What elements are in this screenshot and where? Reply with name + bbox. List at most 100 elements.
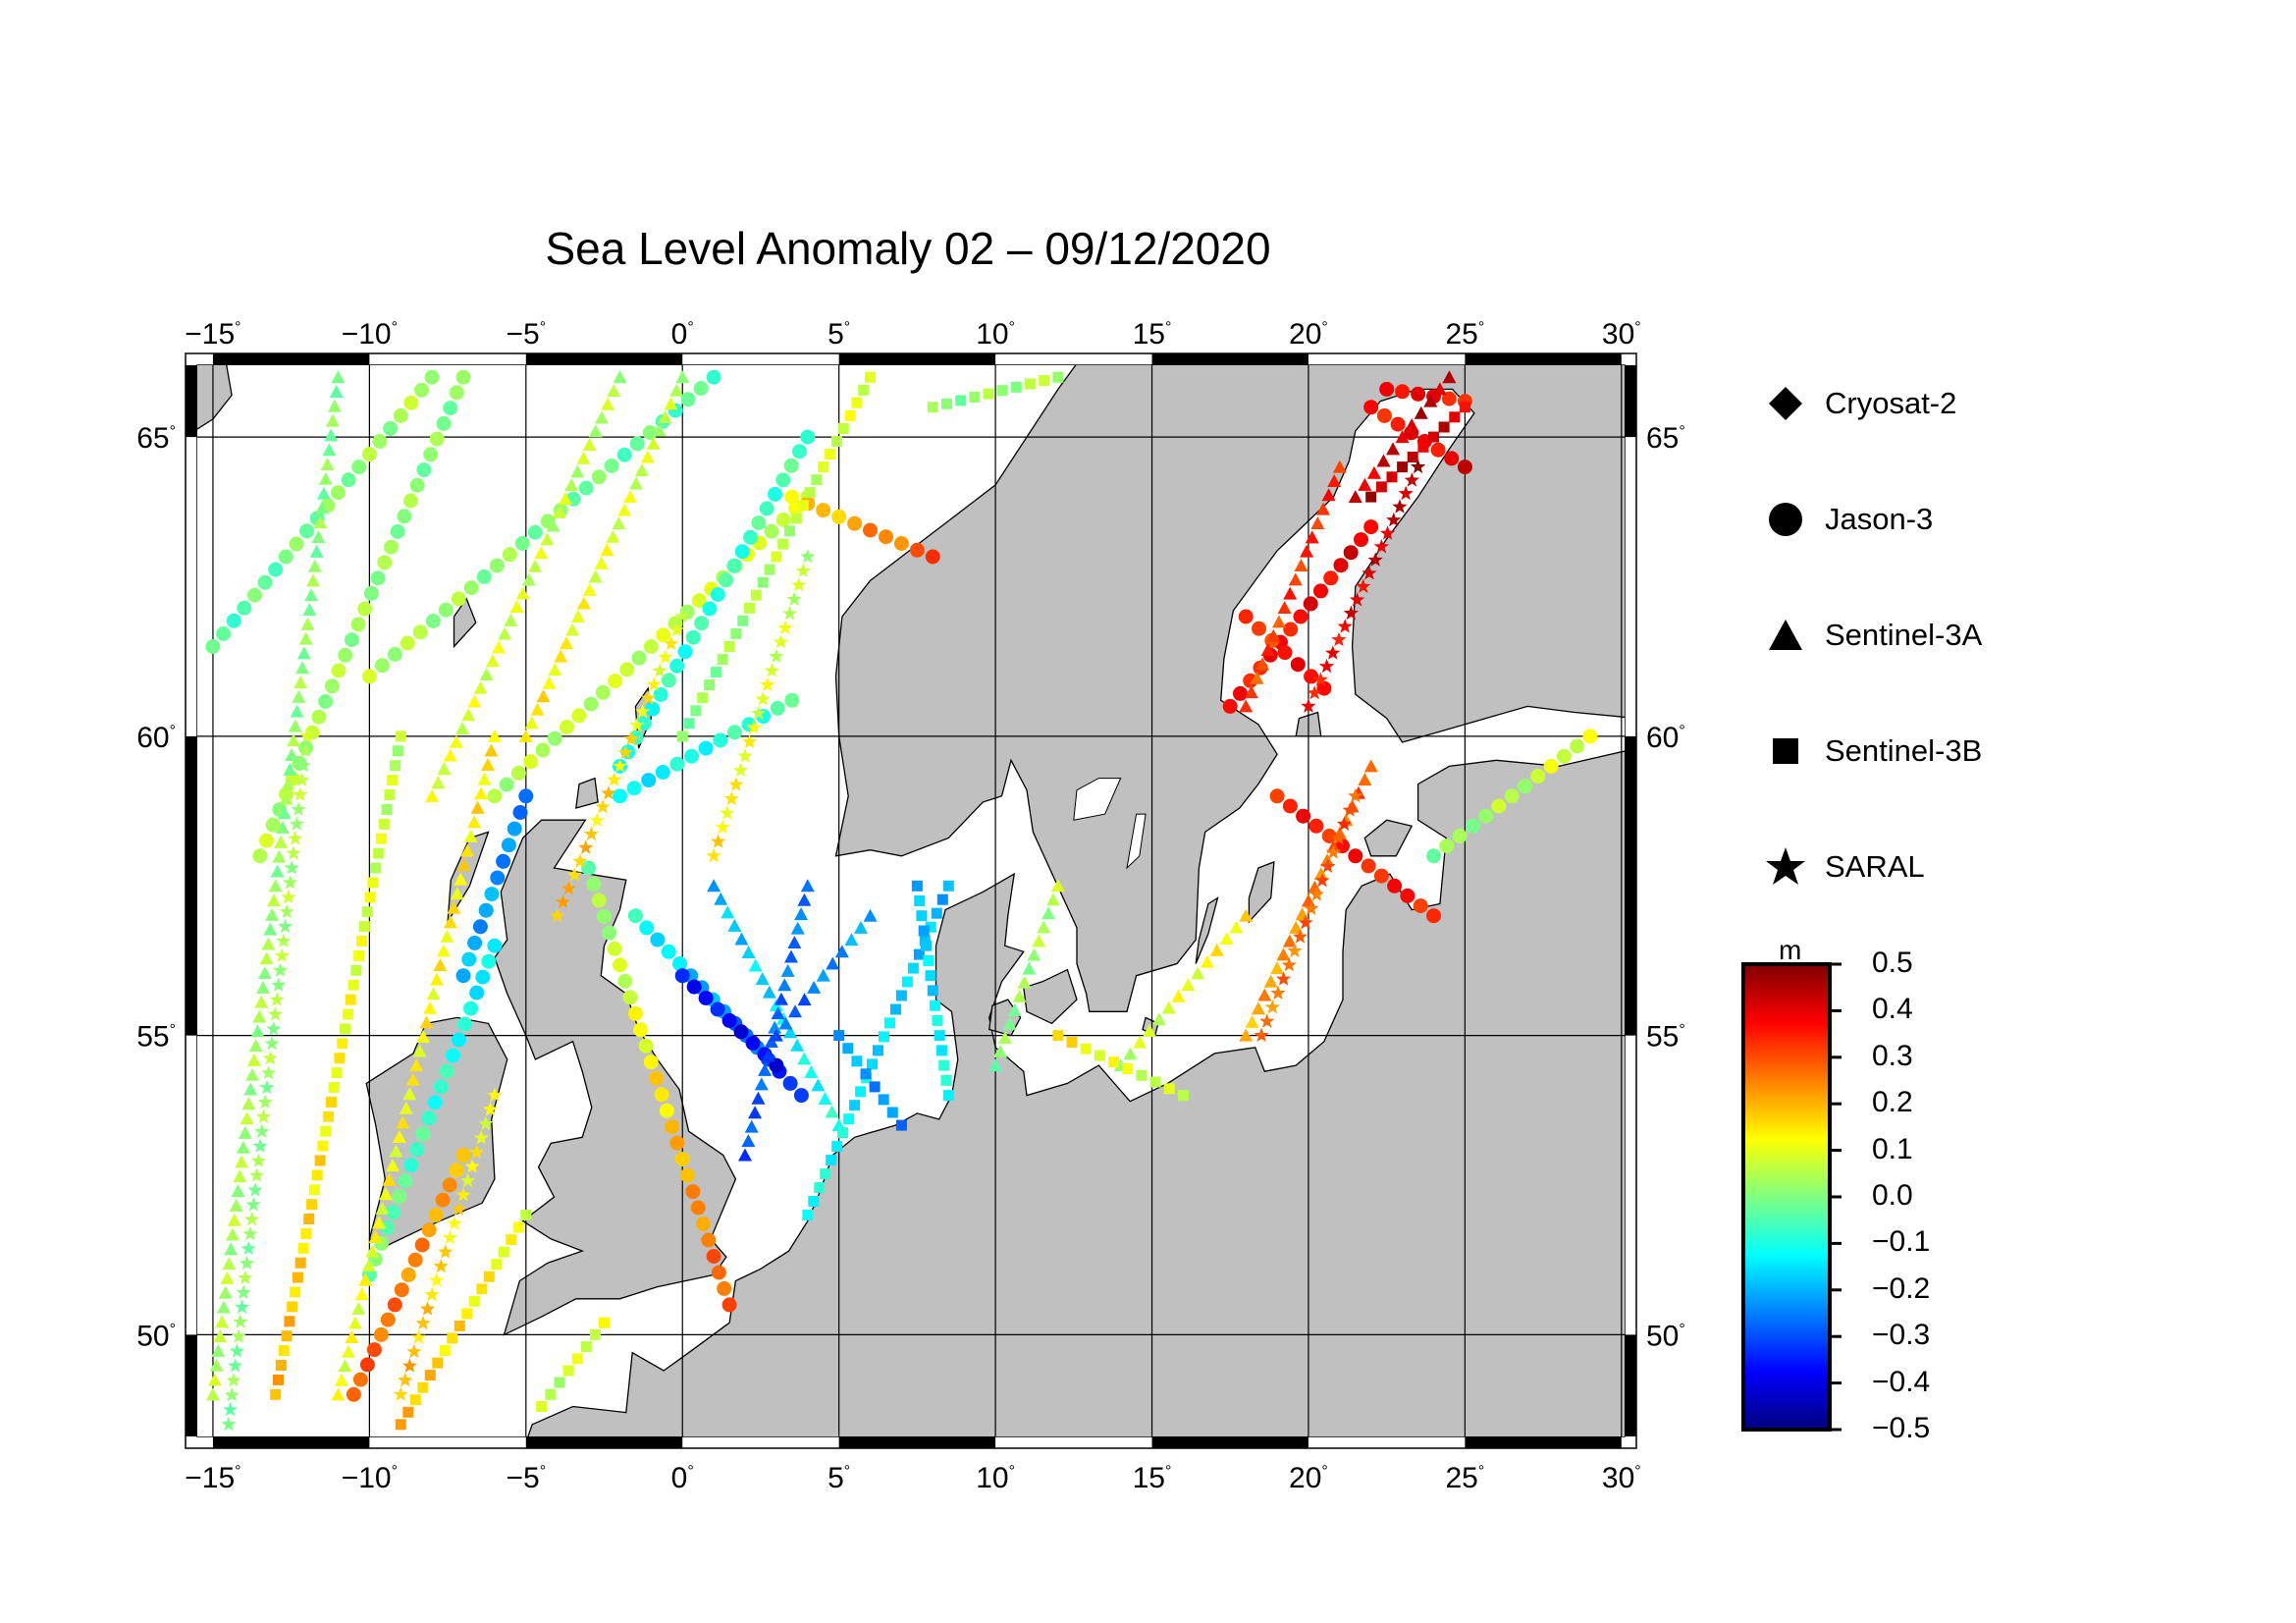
sla-point-triangle (379, 1187, 394, 1201)
sla-point-triangle (582, 582, 597, 596)
sla-point-star (228, 1358, 243, 1373)
sla-point-star (1325, 844, 1341, 859)
sla-point-star (664, 635, 679, 651)
sla-point-triangle (1442, 370, 1457, 384)
sla-point-square (311, 1169, 323, 1181)
sla-point-circle (499, 777, 514, 792)
sla-point-square (914, 895, 926, 906)
sla-point-circle (455, 968, 471, 984)
sla-point-triangle (762, 985, 776, 999)
sla-point-circle (383, 420, 399, 436)
frame-bar (1151, 1436, 1308, 1448)
sla-point-circle (350, 617, 366, 632)
colorbar-label: −0.3 (1872, 1319, 1931, 1352)
sla-point-square (923, 954, 934, 966)
sla-point-circle (1379, 381, 1395, 397)
sla-point-square (345, 994, 356, 1005)
sla-point-triangle (988, 1058, 1003, 1072)
sla-point-circle (1321, 829, 1337, 843)
sla-point-square (913, 948, 925, 960)
sla-point-circle (1252, 621, 1266, 636)
sla-point-triangle (1276, 947, 1291, 961)
sla-point-square (325, 1096, 337, 1108)
sla-point-triangle (1171, 989, 1186, 1002)
sla-point-star (245, 1197, 261, 1212)
sla-point-square (1122, 1063, 1134, 1074)
lon-tick-label-bottom: −15° (185, 1462, 240, 1494)
sla-point-triangle (524, 716, 539, 730)
sla-point-star (1386, 512, 1402, 527)
sla-point-square (996, 385, 1008, 397)
sla-point-square (925, 921, 936, 933)
sla-point-circle (363, 585, 379, 601)
sla-point-circle (394, 1282, 409, 1298)
sla-point-circle (496, 853, 511, 869)
sla-point-star (291, 801, 306, 816)
colorbar-label: 0.1 (1872, 1132, 1913, 1165)
sla-point-triangle (266, 893, 281, 907)
sla-point-triangle (437, 762, 452, 776)
lon-tick-label-top: 30° (1602, 318, 1641, 351)
sla-point-circle (726, 725, 742, 740)
sla-point-circle (1570, 738, 1585, 754)
sla-point-circle (490, 870, 506, 886)
sla-point-triangle (530, 702, 545, 716)
sla-point-square (378, 818, 390, 830)
sla-point-triangle (1300, 544, 1314, 558)
sla-point-triangle (758, 1062, 773, 1076)
colorbar-label: 0.4 (1872, 993, 1913, 1026)
sla-point-circle (661, 673, 676, 688)
sla-point-square (723, 641, 735, 652)
sla-point-square (358, 921, 370, 933)
sla-point-triangle (1294, 559, 1308, 572)
sla-point-square (278, 1345, 290, 1357)
sla-point-square (1417, 441, 1429, 453)
frame-bar (838, 353, 996, 365)
sla-point-star (438, 1244, 454, 1259)
sla-point-circle (613, 957, 627, 973)
sla-point-triangle (816, 968, 830, 982)
sla-point-triangle (238, 1125, 252, 1139)
sla-point-circle (1478, 808, 1494, 824)
sla-point-triangle (518, 729, 533, 742)
legend-item-sentinel-3b: Sentinel-3B (1762, 727, 1982, 776)
sla-point-triangle (721, 905, 735, 919)
sla-point-circle (847, 515, 863, 531)
sla-point-square (468, 1295, 480, 1307)
sla-point-star (1318, 658, 1335, 674)
sla-point-triangle (470, 800, 485, 814)
sla-point-square (907, 962, 919, 974)
sla-point-circle (1452, 829, 1468, 843)
sla-point-star (240, 1240, 256, 1256)
sla-point-circle (659, 1103, 674, 1118)
sla-point-circle (257, 574, 273, 590)
sla-point-star (284, 860, 299, 875)
sla-point-circle (578, 480, 594, 496)
sla-point-triangle (447, 900, 461, 914)
sla-point-triangle (863, 908, 878, 922)
sla-point-circle (617, 973, 633, 989)
sla-point-triangle (1366, 465, 1381, 479)
sla-point-square (855, 1086, 867, 1098)
sla-point-star (1312, 672, 1328, 686)
sla-point-triangle (480, 758, 495, 772)
sla-point-triangle (245, 1067, 260, 1081)
sla-point-star (589, 812, 605, 828)
sla-point-triangle (1288, 572, 1303, 586)
sla-point-square (901, 976, 913, 988)
sla-point-circle (1413, 898, 1428, 914)
sla-point-triangle (322, 443, 337, 457)
sla-point-star (623, 730, 639, 746)
sla-point-star (247, 1182, 263, 1197)
sla-point-star (274, 947, 290, 963)
sla-point-triangle (1050, 879, 1065, 893)
sla-point-star (262, 1051, 278, 1065)
frame-bar (838, 1436, 996, 1448)
lon-tick-label-bottom: 30° (1602, 1462, 1641, 1494)
sla-point-circle (373, 1326, 389, 1342)
sla-point-square (858, 384, 870, 396)
sla-point-circle (299, 523, 315, 539)
sla-point-square (849, 1100, 861, 1111)
land-polygon (1363, 819, 1414, 857)
sla-point-triangle (714, 892, 728, 905)
